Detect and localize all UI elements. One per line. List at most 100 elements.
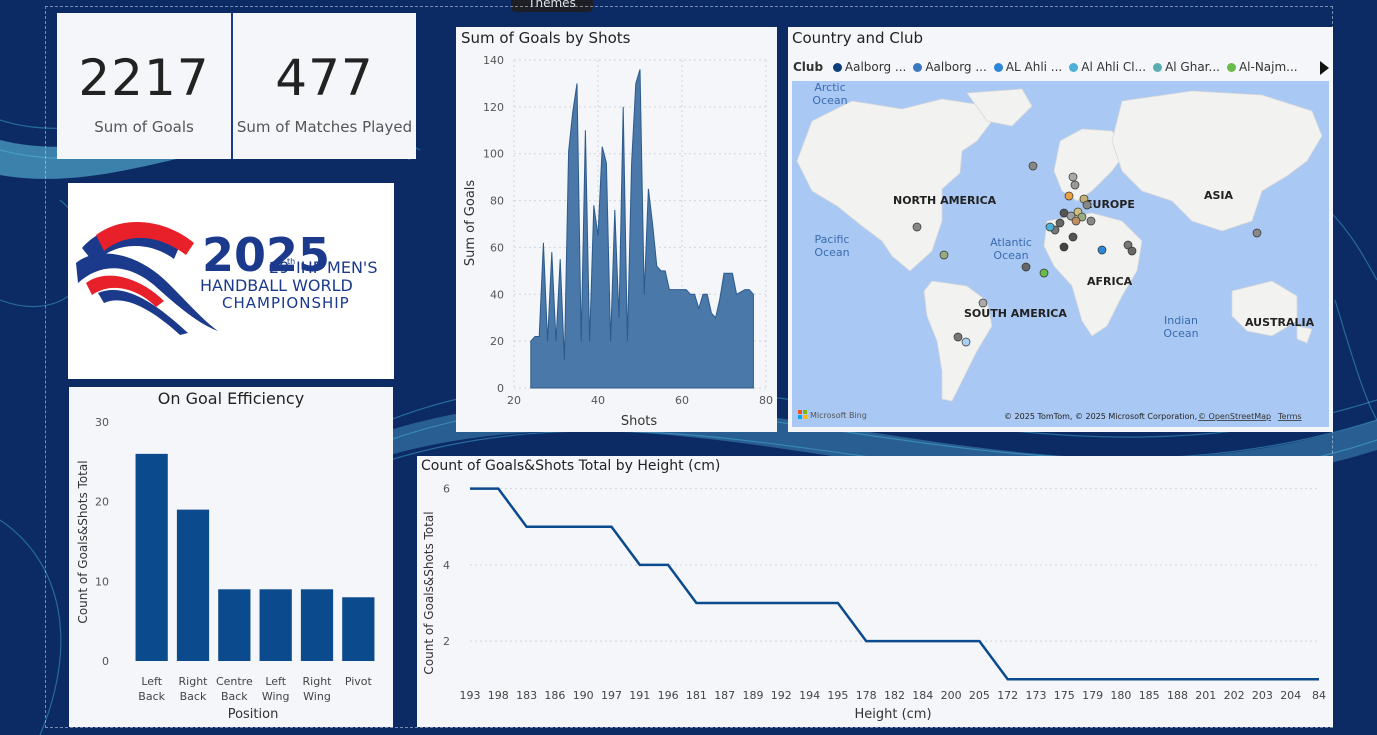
efficiency-bar-chart[interactable]: On Goal Efficiency 0 10 20 30 Left Back Right… <box>69 387 393 727</box>
label-pacific-2: Ocean <box>814 246 849 259</box>
height-xtick-label: 184 <box>912 689 933 702</box>
height-xtick-label: 189 <box>743 689 764 702</box>
height-line-series[interactable] <box>470 487 1319 681</box>
legend-dot-icon <box>1226 63 1236 72</box>
efficiency-ytick-label: 10 <box>95 575 109 588</box>
label-australia: AUSTRALIA <box>1245 316 1315 329</box>
efficiency-xtick-label-2: Back <box>221 690 248 703</box>
height-xtick-label: 181 <box>686 689 707 702</box>
logo-wave-blue-bottom <box>98 289 188 335</box>
map-legend: Club Aalborg ... Aalborg ... AL Ahli ... Al… <box>793 60 1323 76</box>
club-marker[interactable] <box>912 222 922 232</box>
club-marker[interactable] <box>1071 216 1081 226</box>
logo-wave-red-bottom <box>86 275 164 307</box>
club-marker[interactable] <box>1068 232 1078 242</box>
club-marker[interactable] <box>1070 180 1080 190</box>
shots-chart-title: Sum of Goals by Shots <box>461 29 631 47</box>
legend-item[interactable]: Aalborg ... <box>832 60 907 74</box>
shots-ytick-label: 0 <box>497 382 504 395</box>
height-xtick-label: 178 <box>856 689 877 702</box>
kpi-matches-label: Sum of Matches Played <box>236 118 413 136</box>
height-ylabel: Count of Goals&Shots Total <box>422 511 436 674</box>
club-marker[interactable] <box>1097 245 1107 255</box>
shots-ytick-label: 60 <box>490 241 504 254</box>
efficiency-xtick-label: Right <box>179 675 209 688</box>
club-marker[interactable] <box>1068 172 1078 182</box>
kpi-goals-card[interactable]: 2217 Sum of Goals <box>57 13 231 159</box>
logo-line1: IHF MEN'S <box>296 258 377 277</box>
legend-item[interactable]: Al-Najm... <box>1226 60 1298 74</box>
map-card[interactable]: Country and Club Club Aalborg ... Aalborg… <box>788 27 1333 432</box>
legend-item[interactable]: Al Ahli Cl... <box>1069 60 1146 74</box>
efficiency-bar[interactable] <box>218 589 251 661</box>
club-marker[interactable] <box>939 250 949 260</box>
efficiency-chart-card[interactable]: On Goal Efficiency 0 10 20 30 Left Back Right… <box>69 387 393 727</box>
height-chart-title: Count of Goals&Shots Total by Height (cm… <box>421 458 721 474</box>
height-ytick-label: 4 <box>443 559 450 572</box>
club-marker[interactable] <box>1064 191 1074 201</box>
terms-link[interactable]: Terms <box>1277 412 1302 421</box>
height-chart-card[interactable]: Count of Goals&Shots Total by Height (cm… <box>417 456 1333 727</box>
kpi-goals-label: Sum of Goals <box>94 118 194 136</box>
efficiency-title: On Goal Efficiency <box>158 389 304 408</box>
shots-ytick-label: 40 <box>490 288 504 301</box>
club-marker[interactable] <box>1127 246 1137 256</box>
legend-next-arrow[interactable] <box>1320 61 1329 75</box>
legend-dot-icon <box>913 63 923 72</box>
shots-area-series[interactable] <box>530 69 754 389</box>
club-marker[interactable] <box>1028 161 1038 171</box>
label-atlantic: Atlantic <box>990 236 1032 249</box>
legend-item-label: Aalborg ... <box>844 60 907 74</box>
efficiency-bar[interactable] <box>300 589 334 661</box>
world-map[interactable]: NORTH AMERICA EUROPE ASIA AFRICA SOUTH A… <box>792 81 1329 427</box>
club-marker[interactable] <box>1086 216 1096 226</box>
club-markers[interactable] <box>912 161 1262 347</box>
shots-xlabel: Shots <box>621 414 658 429</box>
championship-logo-card[interactable]: 2025 29 th IHF MEN'S HANDBALL WORLD CHAM… <box>68 183 394 379</box>
height-xtick-label: 192 <box>771 689 792 702</box>
kpi-matches-card[interactable]: 477 Sum of Matches Played <box>233 13 416 159</box>
osm-link[interactable]: © OpenStreetMap <box>1198 412 1271 421</box>
club-marker[interactable] <box>1021 262 1031 272</box>
height-xtick-label: 183 <box>516 689 537 702</box>
club-marker[interactable] <box>1082 200 1092 210</box>
club-marker[interactable] <box>978 298 988 308</box>
label-arctic: Arctic <box>814 81 845 94</box>
logo-edition-suffix: th <box>287 257 295 266</box>
efficiency-bar[interactable] <box>135 453 168 661</box>
club-marker[interactable] <box>1039 268 1049 278</box>
legend-item[interactable]: AL Ahli ... <box>993 60 1062 74</box>
club-marker[interactable] <box>1077 212 1087 222</box>
height-xtick-label: 190 <box>573 689 594 702</box>
efficiency-bar[interactable] <box>259 589 292 661</box>
club-marker[interactable] <box>1059 242 1069 252</box>
shots-chart-card[interactable]: Sum of Goals by Shots 0 20 40 60 80 100 120 140… <box>456 27 777 432</box>
label-asia: ASIA <box>1204 189 1234 202</box>
height-xtick-label: 200 <box>941 689 962 702</box>
height-xtick-label: 201 <box>1195 689 1216 702</box>
legend-item[interactable]: Al Ghar... <box>1153 60 1220 74</box>
shots-ytick-label: 20 <box>490 335 504 348</box>
label-africa: AFRICA <box>1087 275 1133 288</box>
label-europe: EUROPE <box>1085 198 1135 211</box>
efficiency-bar[interactable] <box>176 509 210 661</box>
club-marker[interactable] <box>1252 228 1262 238</box>
height-line-chart[interactable]: 2 4 6 193 198 183 186 190 197 191 196 181 187 189 192… <box>417 456 1333 727</box>
height-xtick-label: 194 <box>799 689 820 702</box>
height-xtick-label: 180 <box>1110 689 1131 702</box>
efficiency-bar[interactable] <box>342 597 375 661</box>
legend-dot-icon <box>1153 63 1163 72</box>
legend-item-label: Al Ahli Cl... <box>1081 60 1147 74</box>
height-xtick-label: 186 <box>544 689 565 702</box>
efficiency-ytick-label: 20 <box>95 496 109 509</box>
efficiency-xtick-label: Right <box>303 675 333 688</box>
efficiency-xtick-label-2: Back <box>138 690 165 703</box>
club-marker[interactable] <box>1123 240 1133 250</box>
club-marker[interactable] <box>1055 218 1065 228</box>
club-marker[interactable] <box>953 332 963 342</box>
club-marker[interactable] <box>961 337 971 347</box>
height-xtick-label: 196 <box>658 689 679 702</box>
legend-item[interactable]: Aalborg ... <box>913 60 987 74</box>
club-marker[interactable] <box>1045 222 1055 232</box>
